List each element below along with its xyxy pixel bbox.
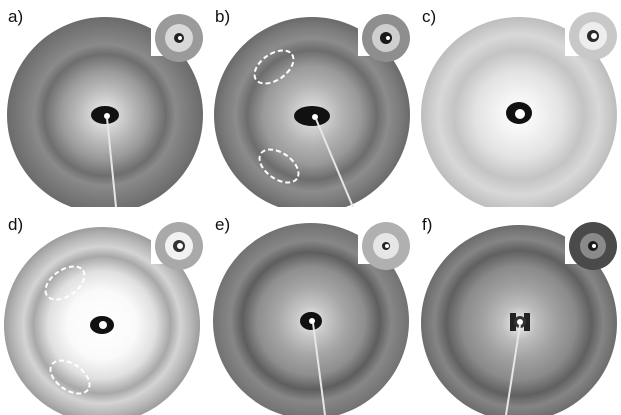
panel-label: c) (422, 7, 437, 26)
panel-f: f) (414, 208, 621, 415)
reflection-left (510, 313, 516, 331)
panel-b: b) (207, 0, 414, 207)
highlight-ellipse-upper (44, 265, 86, 301)
panel-label: b) (215, 7, 231, 26)
beamstop-wire (312, 322, 326, 415)
beamstop-wire (505, 324, 521, 415)
panel-c-pattern (421, 2, 621, 207)
beam-center (294, 106, 330, 126)
highlight-ellipse-lower (49, 359, 91, 395)
panel-label: d) (8, 215, 24, 234)
panel-a: a) (0, 0, 207, 207)
panel-label: e) (215, 215, 231, 234)
beam-spot (104, 113, 110, 119)
panel-label: a) (8, 7, 24, 26)
beamstop-wire (315, 118, 354, 207)
panel-e: e) (207, 208, 414, 415)
beamstop-wire (106, 117, 117, 207)
beam-spot (312, 114, 318, 120)
panel-c: c) (414, 0, 621, 207)
beam-spot (517, 319, 523, 325)
panel-a-pattern (7, 2, 207, 207)
panel-f-pattern (421, 210, 621, 415)
panel-label: f) (422, 215, 433, 234)
highlight-ellipse-lower (258, 148, 300, 184)
beam-spot (99, 321, 107, 329)
beam-spot (515, 109, 525, 119)
reflection-right (524, 313, 530, 331)
beam-spot (309, 318, 315, 324)
panel-e-pattern (213, 210, 414, 415)
panel-b-pattern (214, 2, 414, 207)
panel-d: d) (0, 208, 207, 415)
panel-d-pattern (4, 210, 207, 415)
